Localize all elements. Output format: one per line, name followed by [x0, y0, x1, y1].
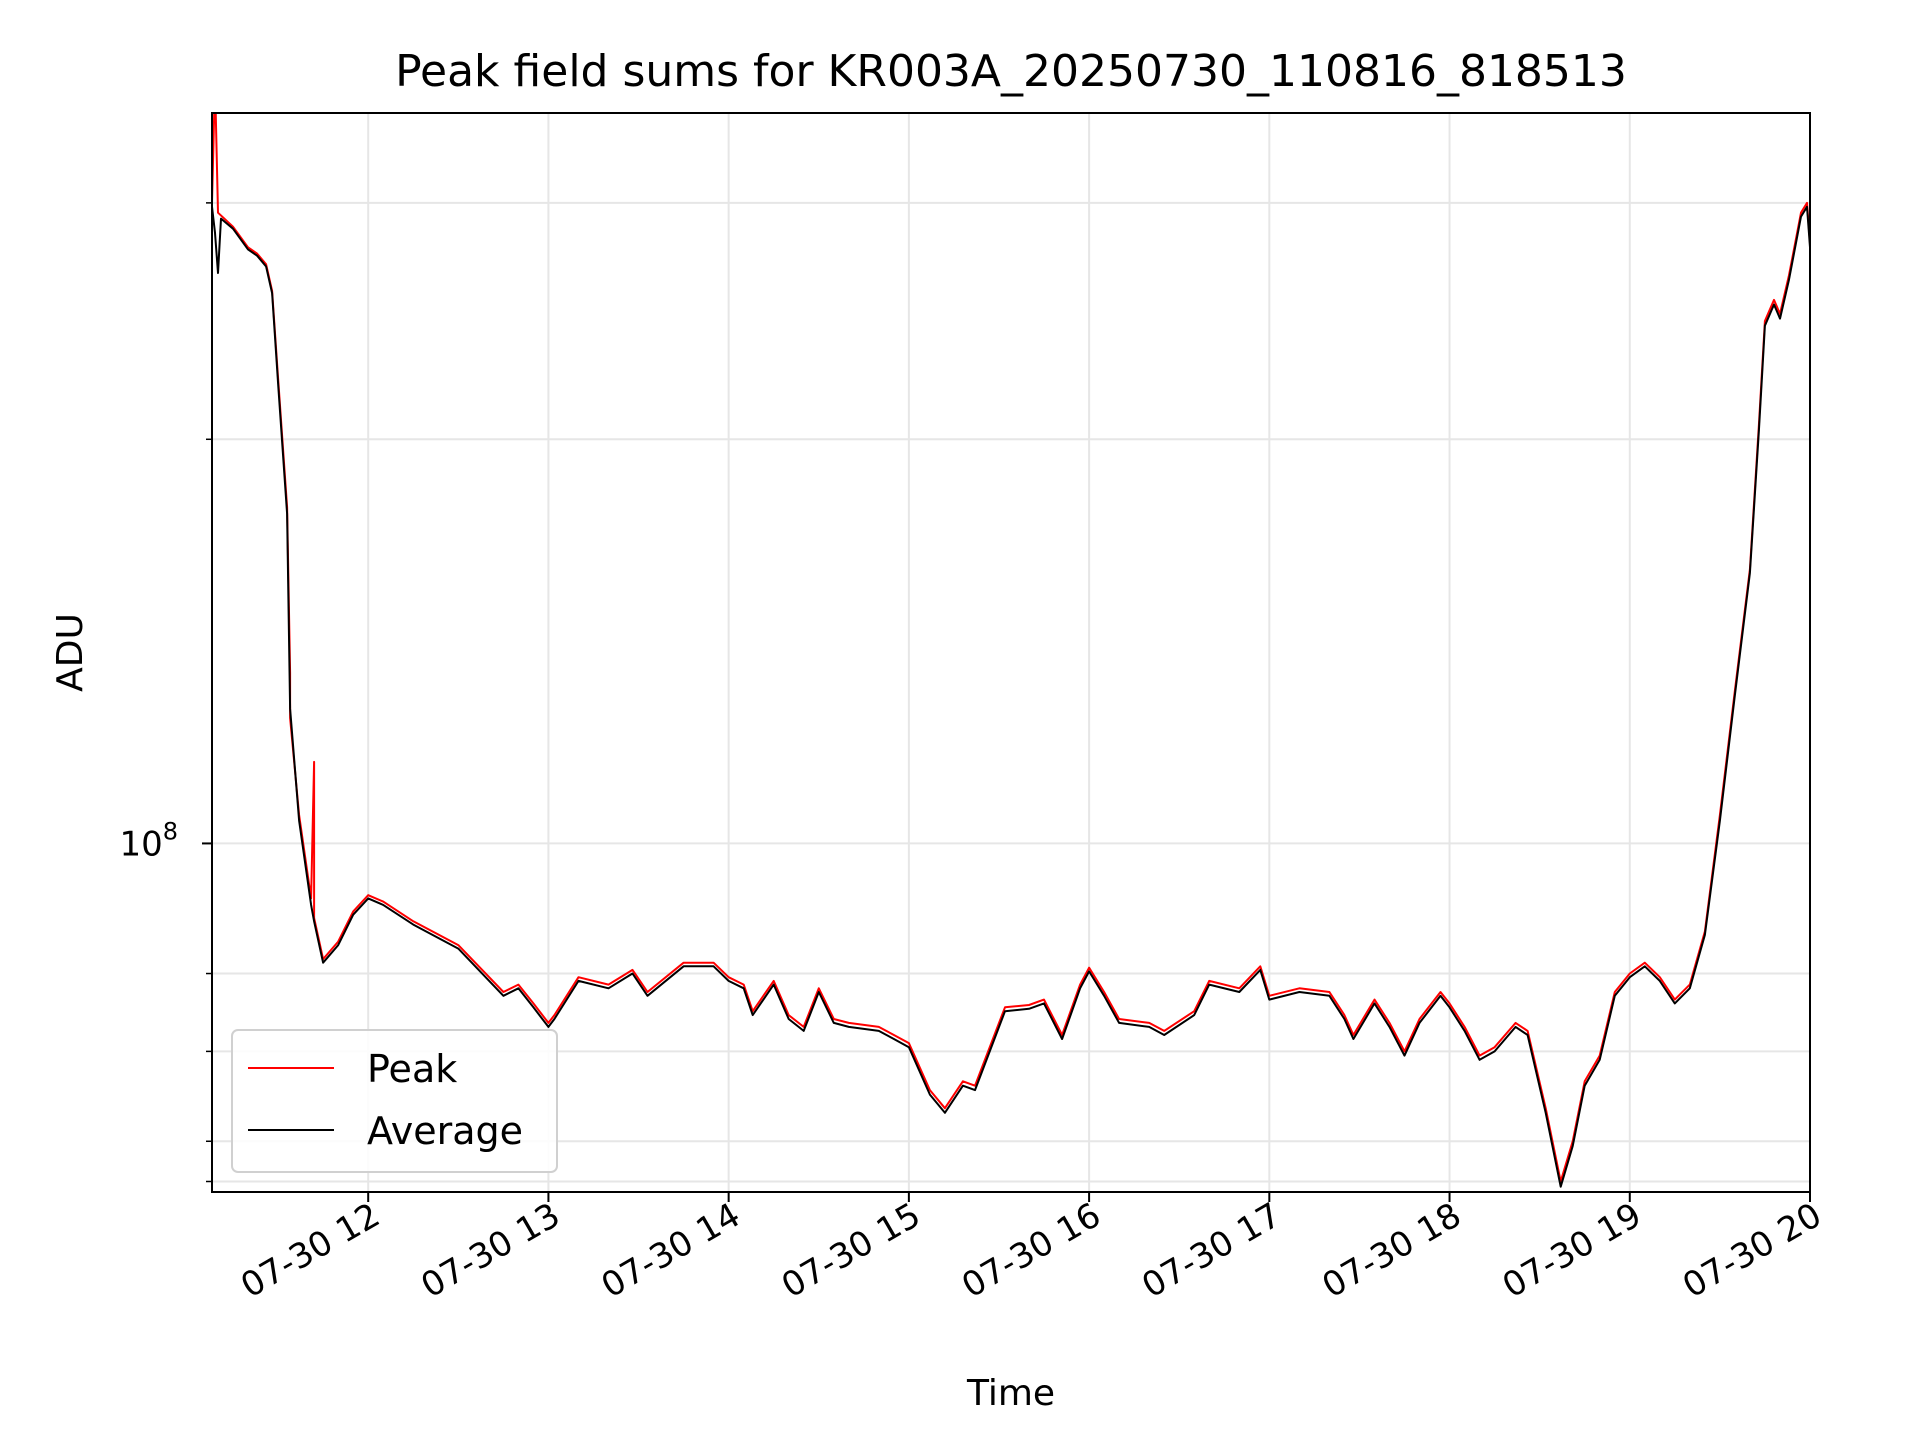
- y-tick-label-exponent: 8: [163, 817, 178, 845]
- y-tick-label-base: 10: [119, 824, 162, 864]
- legend-box: [231, 1029, 558, 1173]
- y-tick-label: 108: [119, 817, 178, 864]
- series-lines: [212, 113, 1810, 1188]
- chart-title: Peak field sums for KR003A_20250730_1108…: [395, 46, 1627, 97]
- legend-label-average: Average: [367, 1109, 523, 1153]
- y-axis-label: ADU: [50, 613, 91, 692]
- series-group: [212, 113, 1810, 1188]
- legend-label-peak: Peak: [367, 1047, 457, 1091]
- legend: Peak Average: [231, 1029, 558, 1173]
- series-line-peak: [212, 113, 1810, 1183]
- series-line-average: [212, 205, 1810, 1188]
- x-axis-label: Time: [966, 1373, 1055, 1414]
- plot-frame: [211, 112, 1811, 1193]
